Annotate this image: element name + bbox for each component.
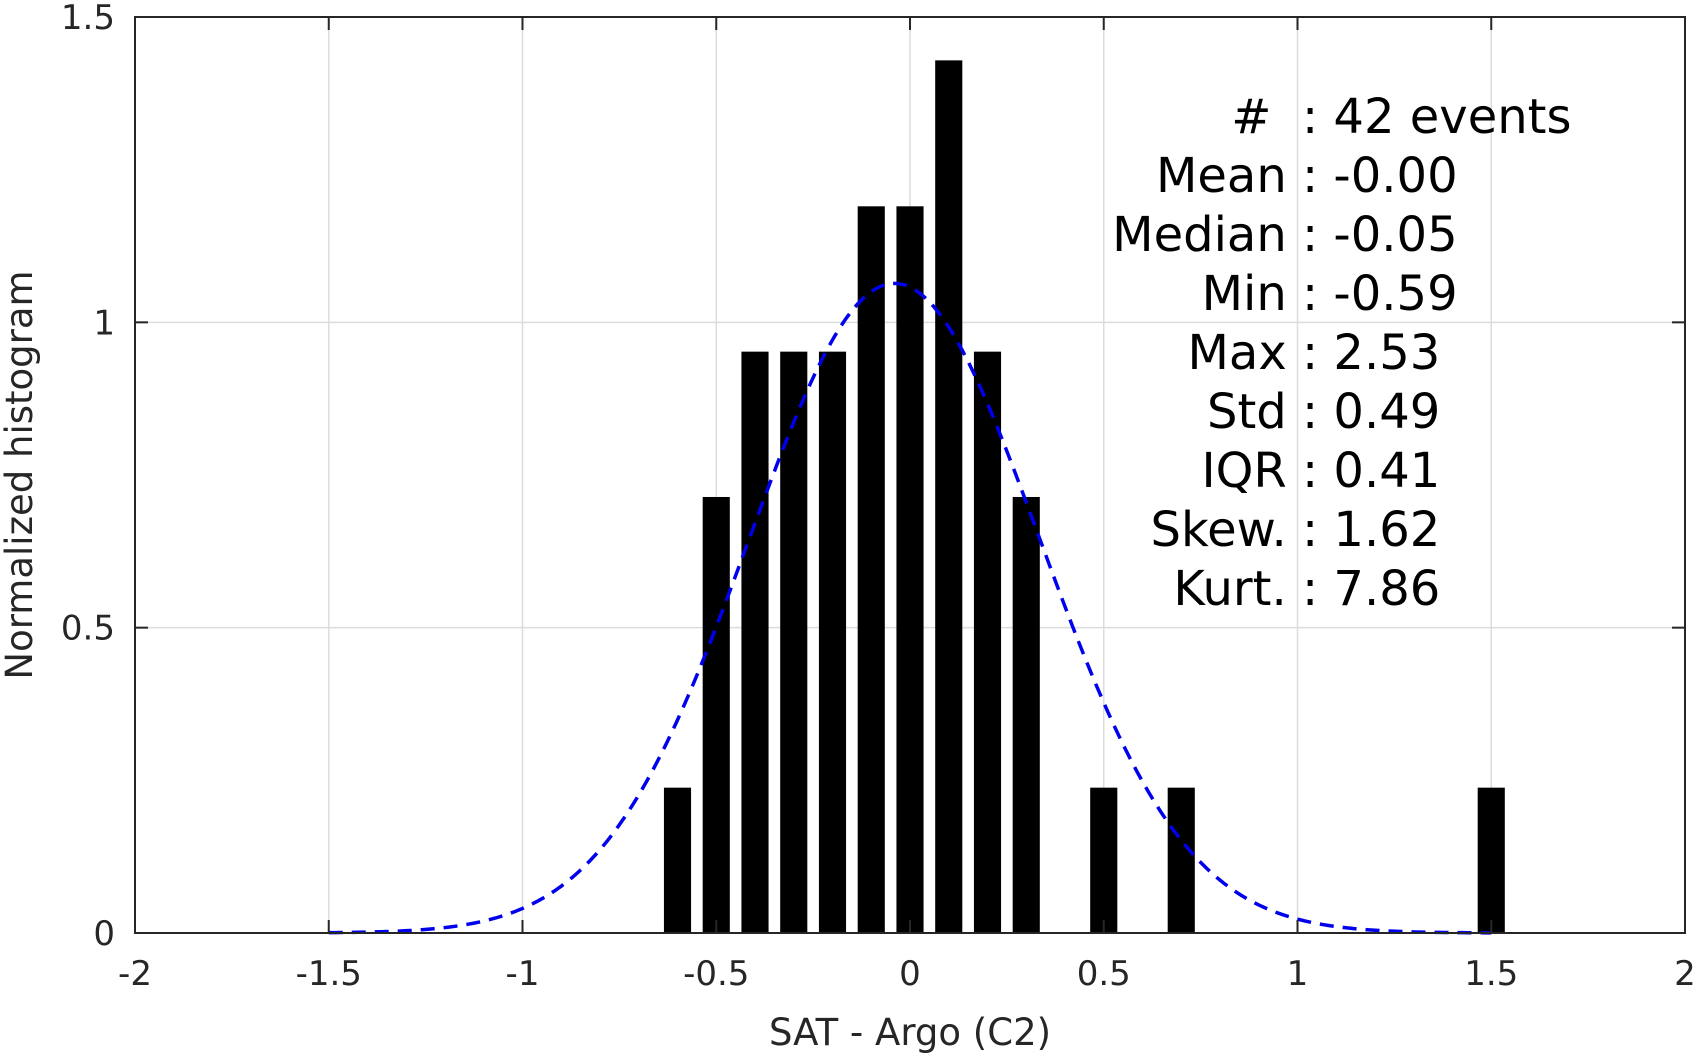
- x-axis-label: SAT - Argo (C2): [769, 1011, 1051, 1054]
- y-tick-label: 1.5: [61, 0, 115, 38]
- tick-marks: [134, 16, 1686, 934]
- stats-line: Mean : -0.00: [1156, 148, 1458, 204]
- x-tick-label: 2: [1674, 954, 1696, 994]
- x-tick-label: -1.5: [296, 954, 362, 994]
- y-axis-label: Normalized histogram: [0, 270, 41, 679]
- stats-line: # : 42 events: [1231, 89, 1571, 145]
- x-tick-label: 1: [1287, 954, 1309, 994]
- histogram-bar: [780, 351, 808, 933]
- histogram-bar: [663, 787, 692, 933]
- x-tick-label: 0.5: [1077, 954, 1131, 994]
- histogram-bar: [1477, 787, 1505, 933]
- histogram-bar: [1090, 787, 1118, 933]
- histogram-bar: [741, 351, 769, 933]
- normal-fit-curve: [328, 281, 1492, 935]
- histogram-bar: [818, 351, 847, 933]
- x-tick-label: -1: [506, 954, 540, 994]
- y-tick-label: 1: [93, 303, 115, 343]
- histogram-bar: [935, 60, 963, 933]
- histogram-bar: [896, 206, 924, 934]
- y-tick-label: 0.5: [61, 609, 115, 649]
- histogram-bar: [1012, 496, 1040, 933]
- histogram-bar: [857, 206, 885, 934]
- histogram-bar: [973, 351, 1002, 933]
- y-tick-label: 0: [93, 914, 115, 954]
- histogram-bar: [1167, 787, 1195, 933]
- stats-line: IQR : 0.41: [1201, 443, 1440, 499]
- x-tick-labels: -2 -1.5 -1 -0.5 0 0.5 1 1.5 2: [118, 954, 1696, 994]
- stats-line: Kurt. : 7.86: [1173, 561, 1440, 617]
- histogram-bars: [663, 60, 1505, 934]
- histogram-bar: [702, 496, 730, 933]
- x-tick-label: -0.5: [683, 954, 749, 994]
- x-tick-label: 0: [899, 954, 921, 994]
- stats-line: Max : 2.53: [1188, 325, 1441, 381]
- stats-line: Median : -0.05: [1112, 207, 1457, 263]
- stats-line: Min : -0.59: [1202, 266, 1458, 322]
- y-tick-labels: 0 0.5 1 1.5: [61, 0, 115, 954]
- stats-line: Skew. : 1.62: [1151, 502, 1441, 558]
- x-tick-label: 1.5: [1464, 954, 1518, 994]
- stats-line: Std : 0.49: [1207, 384, 1440, 440]
- x-tick-label: -2: [118, 954, 152, 994]
